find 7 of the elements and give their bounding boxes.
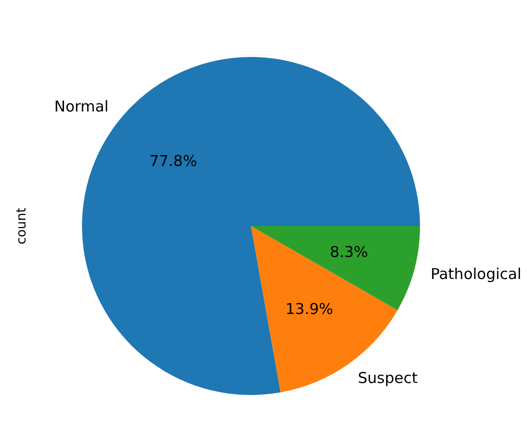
data-label: 8.3% xyxy=(330,243,368,262)
data-label: 77.8% xyxy=(149,152,198,170)
slice-label: Pathological xyxy=(430,264,522,283)
slice-label: Suspect xyxy=(358,369,418,388)
slice-label: Normal xyxy=(54,98,109,116)
data-label: 13.9% xyxy=(285,300,334,318)
text: count xyxy=(14,208,30,244)
